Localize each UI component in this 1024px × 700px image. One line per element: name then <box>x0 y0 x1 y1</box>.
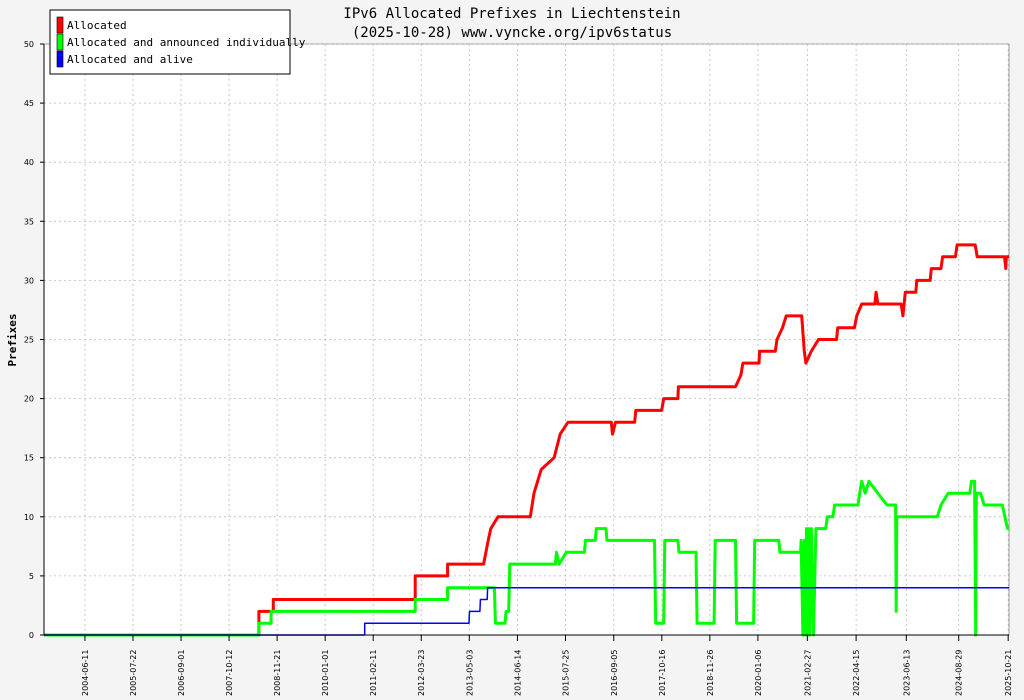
x-tick-label: 2012-03-23 <box>417 650 426 697</box>
series-group <box>44 243 1009 637</box>
y-axis: 0 5 10 15 20 25 30 35 40 45 50 <box>24 40 45 640</box>
x-tick-label: 2007-10-12 <box>225 650 234 697</box>
y-tick-label: 5 <box>29 572 34 581</box>
x-tick-label: 2021-02-27 <box>803 650 812 697</box>
y-tick-label: 30 <box>24 276 34 285</box>
y-tick-label: 25 <box>24 336 34 345</box>
x-tick-label: 2014-06-14 <box>513 650 522 697</box>
x-tick-label: 2015-07-25 <box>561 650 570 697</box>
x-tick-label: 2004-06-11 <box>81 650 90 697</box>
legend-box <box>49 9 291 75</box>
legend: Allocated Allocated and announced indivi… <box>49 9 306 75</box>
y-tick-label: 45 <box>24 99 34 108</box>
x-tick-label: 2017-10-16 <box>658 650 667 697</box>
series-line-1 <box>44 479 1009 637</box>
x-tick-label: 2025-10-21 <box>1004 650 1013 696</box>
series-line-2 <box>44 586 1009 636</box>
legend-label-alive: Allocated and alive <box>67 53 193 66</box>
y-tick-label: 50 <box>24 40 34 49</box>
x-tick-label: 2006-09-01 <box>177 650 186 697</box>
y-tick-label: 10 <box>24 513 34 522</box>
x-tick-label: 2020-01-06 <box>754 650 763 697</box>
y-tick-label: 35 <box>24 217 34 226</box>
x-axis: 2004-06-11 2005-07-22 2006-09-01 2007-10-12… <box>44 634 1013 697</box>
legend-swatch-alive <box>56 50 64 68</box>
x-tick-label: 2008-11-21 <box>273 650 282 697</box>
chart-title: IPv6 Allocated Prefixes in Liechtenstein <box>343 6 680 22</box>
x-tick-label: 2013-05-03 <box>465 650 474 697</box>
y-tick-label: 15 <box>24 454 34 463</box>
series-line-0 <box>44 243 1009 637</box>
y-tick-label: 20 <box>24 395 34 404</box>
x-tick-label: 2005-07-22 <box>129 650 138 697</box>
y-tick-label: 0 <box>29 631 34 640</box>
legend-label-allocated: Allocated <box>67 19 127 32</box>
legend-swatch-announced <box>56 33 64 51</box>
legend-label-announced: Allocated and announced individually <box>67 36 306 49</box>
x-tick-label: 2024-08-29 <box>955 650 964 697</box>
chart-subtitle: (2025-10-28) www.vyncke.org/ipv6status <box>352 25 672 41</box>
legend-swatch-allocated <box>56 16 64 34</box>
y-axis-label: Prefixes <box>6 314 19 367</box>
x-tick-label: 2010-01-01 <box>321 650 330 697</box>
grid <box>44 43 1009 635</box>
x-tick-label: 2018-11-26 <box>706 650 715 697</box>
y-tick-label: 40 <box>24 158 34 167</box>
x-tick-label: 2016-09-05 <box>610 650 619 697</box>
x-tick-label: 2011-02-11 <box>369 650 378 697</box>
x-tick-label: 2022-04-15 <box>852 650 861 697</box>
x-tick-label: 2023-06-13 <box>902 650 911 697</box>
